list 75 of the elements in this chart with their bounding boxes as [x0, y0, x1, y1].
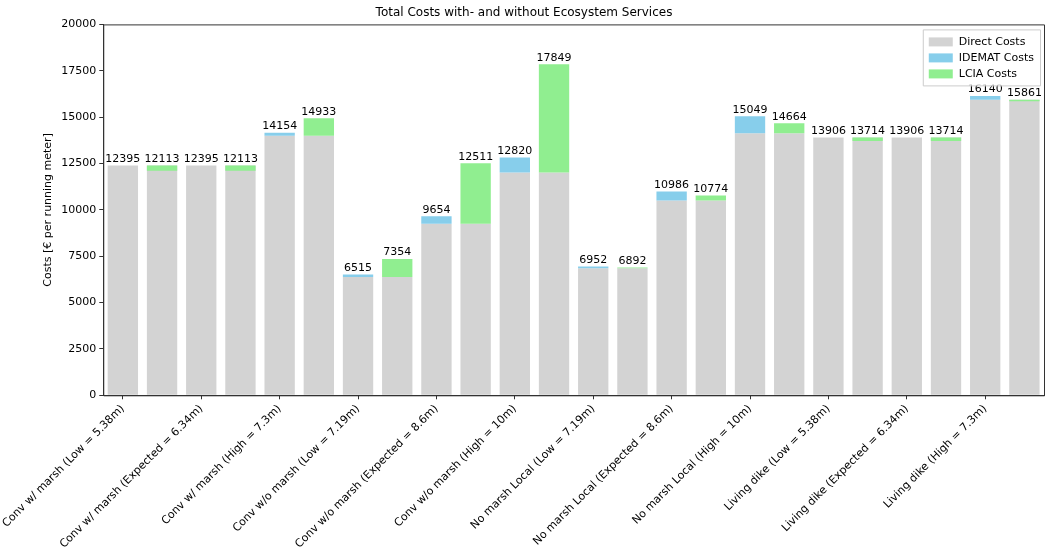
total-label: 12395	[105, 151, 141, 165]
y-tick-label: 2500	[68, 341, 97, 355]
bar	[930, 137, 962, 141]
bar	[225, 165, 256, 171]
bar	[499, 157, 530, 173]
y-tick-label: 17500	[61, 63, 97, 77]
bar	[774, 133, 805, 395]
y-axis-title: Costs [€ per running meter]	[40, 133, 54, 287]
bar	[774, 123, 805, 134]
y-tick-label: 15000	[61, 109, 97, 123]
bar	[382, 276, 413, 395]
bar	[695, 200, 726, 395]
total-label: 15049	[732, 102, 768, 116]
bar	[186, 165, 217, 395]
bar	[303, 135, 335, 395]
bar	[499, 172, 530, 395]
bar	[421, 223, 452, 395]
bar	[656, 200, 687, 395]
chart-title: Total Costs with- and without Ecosystem Services	[374, 5, 673, 20]
total-label: 6515	[344, 260, 373, 274]
bar	[264, 132, 295, 136]
y-tick-label: 0	[89, 388, 97, 402]
bar	[656, 191, 687, 201]
total-label: 6952	[579, 252, 608, 266]
total-label: 13714	[850, 123, 886, 137]
bar	[734, 116, 766, 134]
bar	[970, 95, 1001, 100]
total-label: 15861	[1006, 86, 1042, 100]
y-tick-label: 7500	[68, 249, 97, 263]
total-label: 13714	[928, 123, 964, 137]
total-label: 12113	[144, 151, 180, 165]
bar	[303, 118, 335, 136]
total-label: 14933	[301, 104, 337, 118]
bar	[813, 137, 844, 395]
total-label: 13906	[810, 123, 846, 137]
total-label: 9654	[422, 202, 451, 216]
total-label: 7354	[383, 245, 412, 259]
bar	[146, 165, 178, 171]
total-label: 12820	[497, 143, 533, 157]
bar	[538, 64, 570, 173]
y-tick-label: 5000	[68, 295, 97, 309]
bar	[107, 165, 139, 395]
total-label: 12395	[183, 151, 219, 165]
legend-label: LCIA Costs	[958, 67, 1018, 81]
bar	[342, 276, 374, 395]
total-label: 10986	[654, 177, 690, 191]
bar	[264, 135, 295, 395]
bar	[460, 223, 491, 395]
bar	[460, 163, 491, 224]
bar	[1009, 99, 1040, 395]
total-label: 13906	[889, 123, 925, 137]
legend-label: Direct Costs	[958, 35, 1026, 49]
bar	[617, 268, 648, 395]
bar	[695, 195, 726, 201]
y-tick-label: 20000	[61, 17, 97, 31]
total-label: 12113	[222, 151, 258, 165]
total-label: 12511	[458, 149, 494, 163]
total-label: 17849	[536, 50, 572, 64]
bar	[734, 133, 766, 395]
bar	[578, 268, 609, 395]
total-label: 16140	[967, 82, 1003, 96]
bar	[342, 274, 374, 277]
y-tick-label: 12500	[61, 156, 97, 170]
bar	[421, 216, 452, 224]
total-label: 6892	[618, 253, 647, 267]
total-label: 14154	[262, 119, 298, 133]
bar	[970, 99, 1001, 395]
bar	[852, 137, 883, 141]
bar	[538, 172, 570, 395]
total-label: 10774	[693, 181, 729, 195]
legend-label: IDEMAT Costs	[958, 51, 1035, 65]
total-label: 14664	[771, 109, 807, 123]
y-tick-label: 10000	[61, 202, 97, 216]
bar	[891, 137, 922, 395]
bar	[382, 258, 413, 277]
